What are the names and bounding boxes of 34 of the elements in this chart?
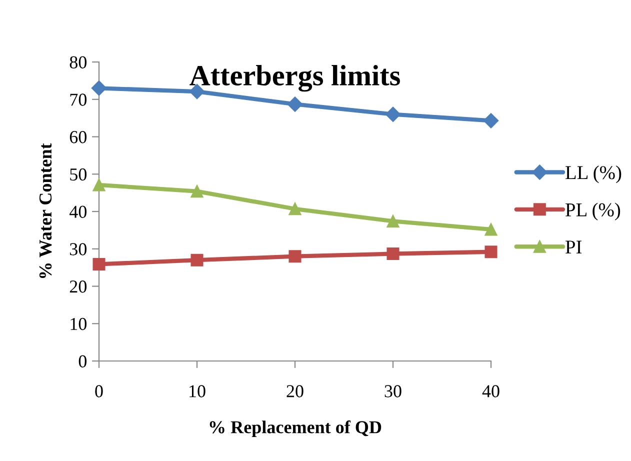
- point: [91, 80, 107, 96]
- point: [92, 178, 106, 192]
- point: [288, 250, 302, 263]
- x-tick-label: 30: [384, 385, 402, 398]
- legend-label: PI: [566, 240, 582, 254]
- point: [190, 185, 204, 198]
- point: [385, 106, 401, 122]
- y-tick-label: 10: [70, 318, 87, 330]
- point: [386, 214, 400, 228]
- y-tick-label: 50: [70, 168, 87, 181]
- point: [386, 247, 400, 260]
- y-axis-title: % Water Content: [39, 143, 52, 278]
- point: [484, 246, 498, 258]
- y-tick-label: 80: [70, 56, 87, 68]
- point: [484, 223, 498, 236]
- y-tick-label: 40: [69, 206, 87, 218]
- y-tick-label: 70: [70, 94, 87, 106]
- point: [288, 202, 302, 216]
- legend-label: LL (%): [566, 166, 622, 184]
- x-tick-label: 10: [190, 385, 206, 398]
- point: [483, 113, 499, 128]
- x-tick-label: 20: [286, 385, 304, 398]
- y-tick-label: 0: [78, 355, 87, 368]
- x-axis-title: % Replacement of QD: [210, 420, 382, 437]
- y-tick-label: 20: [70, 280, 87, 293]
- y-tick-label: 30: [70, 243, 87, 256]
- y-tick-label: 60: [70, 131, 87, 144]
- x-tick-label: 0: [95, 385, 103, 398]
- chart-title: Atterbergs limits: [190, 64, 400, 92]
- point: [190, 254, 204, 266]
- point: [287, 96, 303, 112]
- x-tick-label: 40: [482, 385, 500, 398]
- point: [92, 258, 106, 270]
- legend-label: PL (%): [566, 202, 620, 220]
